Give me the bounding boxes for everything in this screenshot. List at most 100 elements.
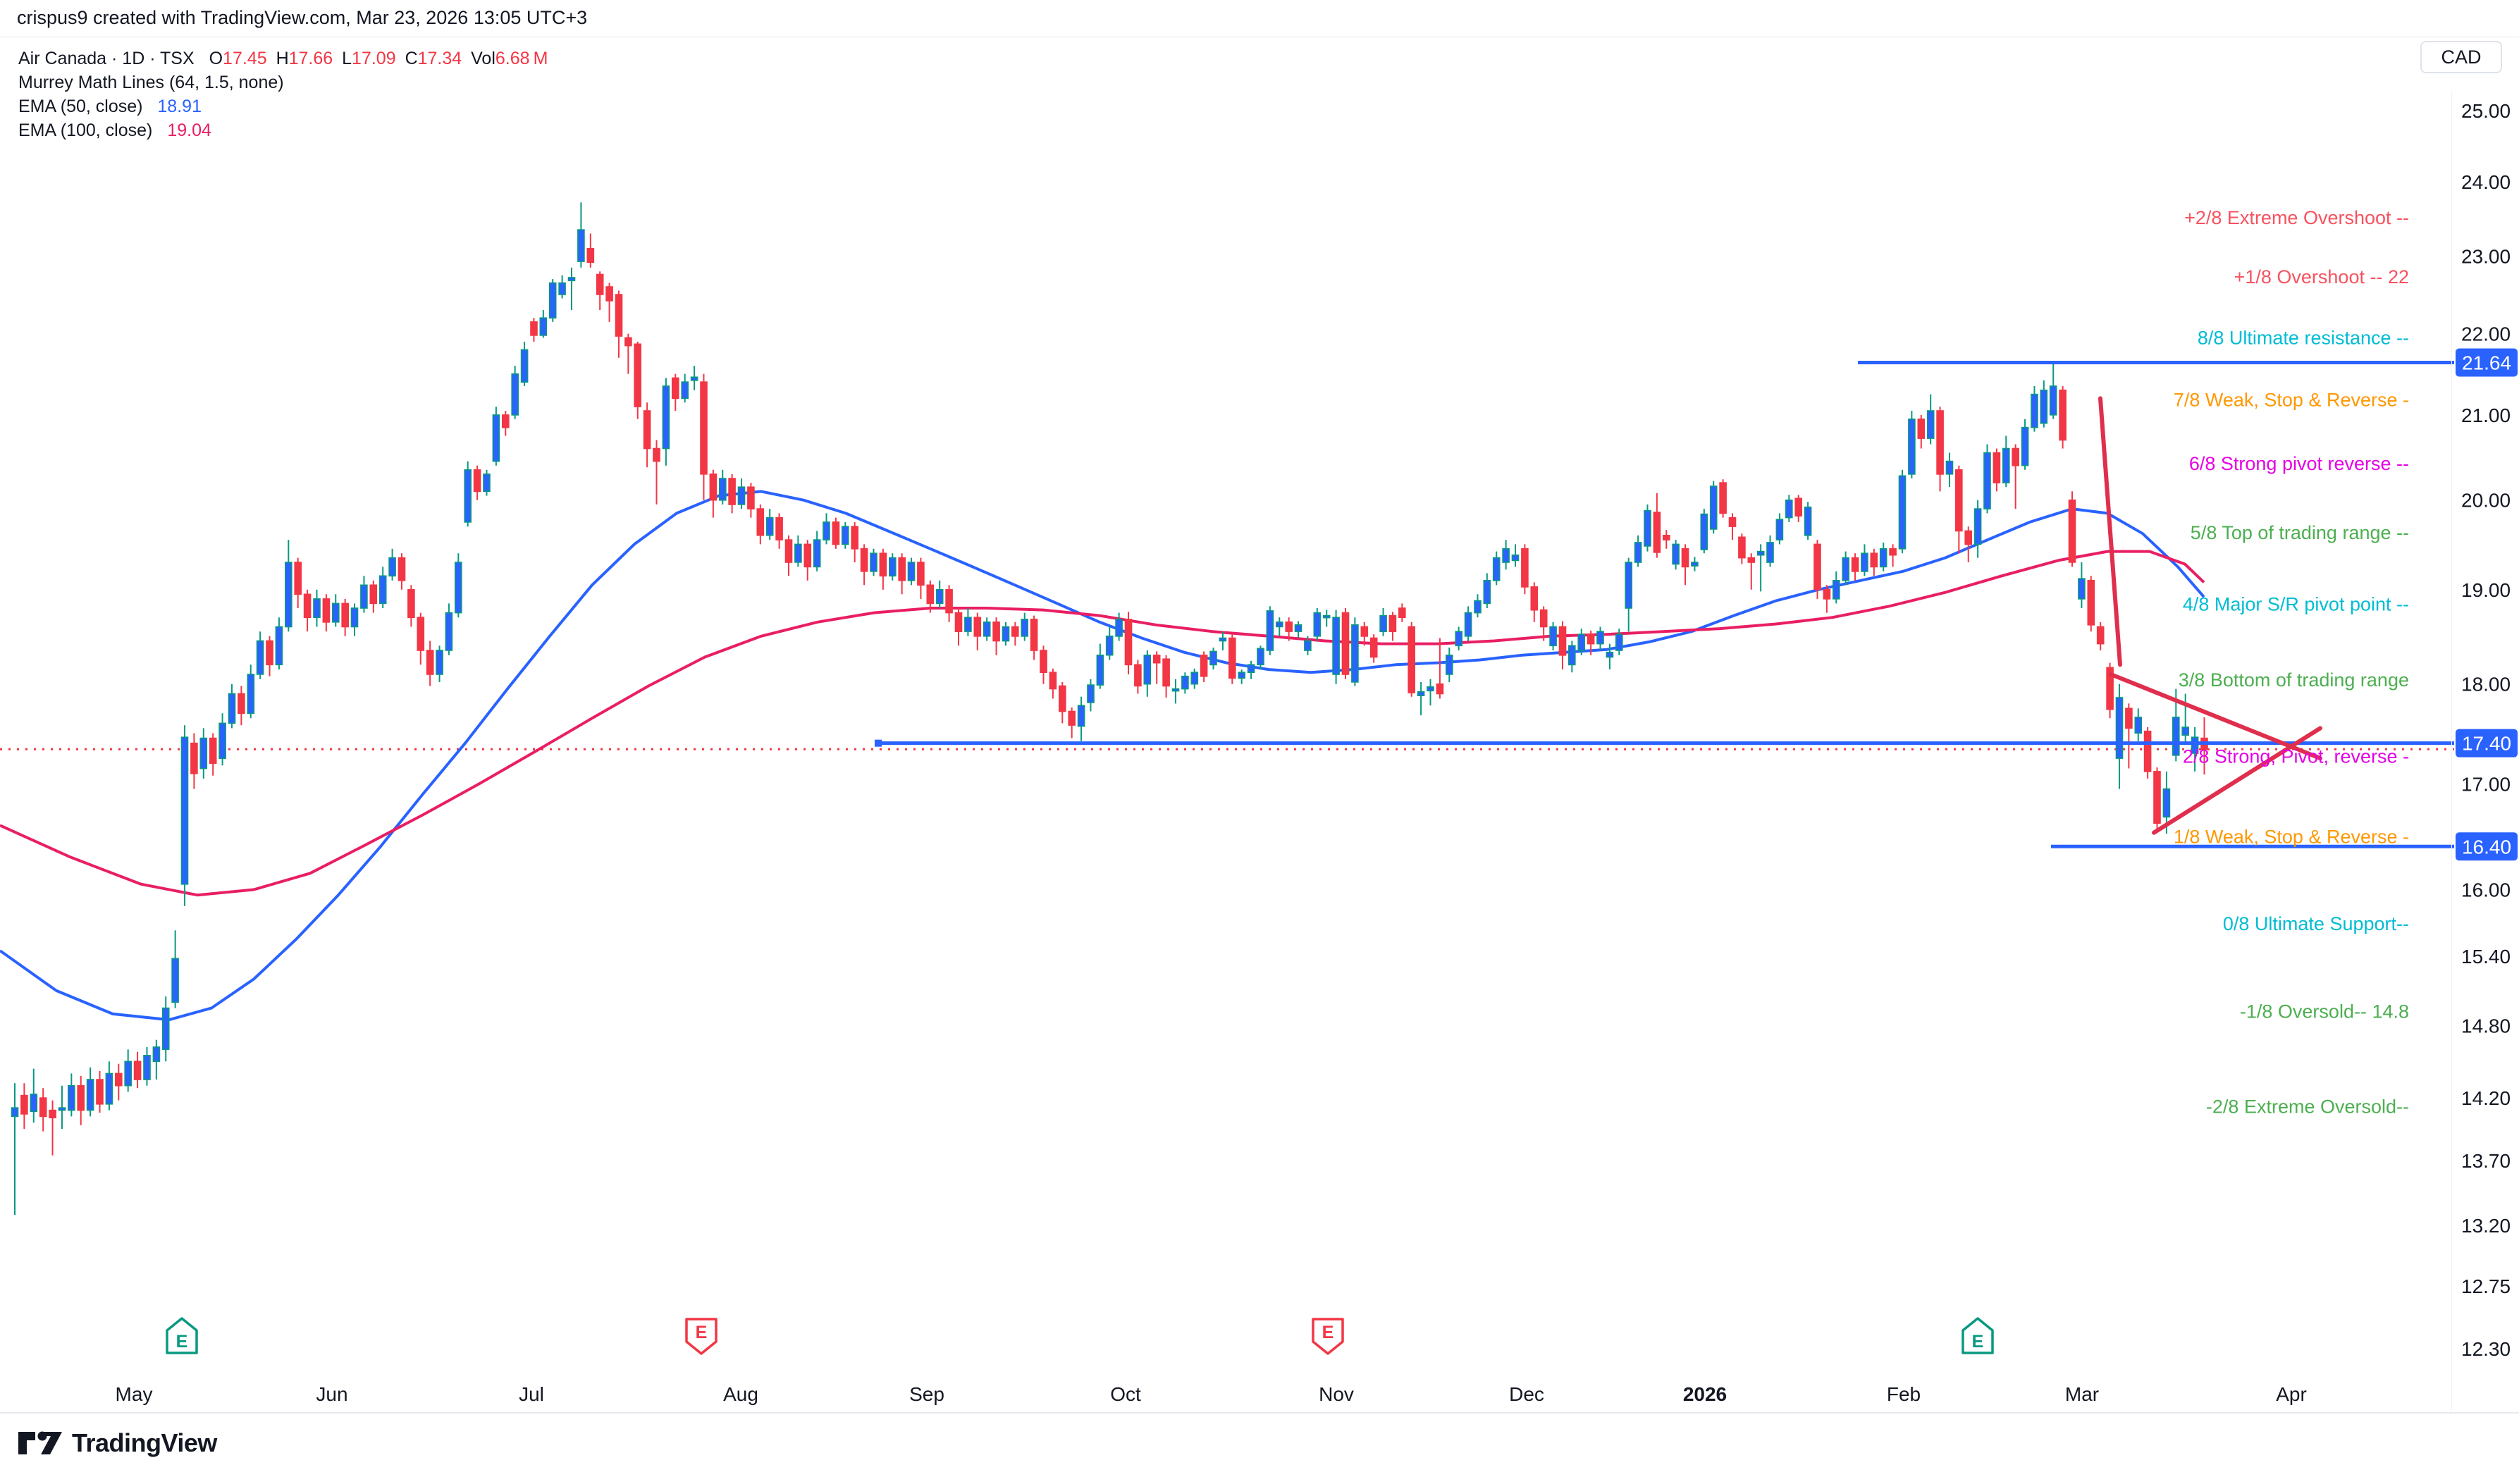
candle-up [58, 1107, 66, 1111]
candle-up [520, 349, 529, 383]
murrey-label: -2/8 Extreme Oversold-- [2206, 1096, 2409, 1117]
candle-up [662, 385, 670, 450]
candle-up [558, 282, 566, 295]
candle-down [1162, 658, 1170, 687]
candle-down [973, 617, 982, 637]
candle-down [426, 650, 434, 675]
candle-up [1879, 548, 1887, 568]
volume-label: Vol [471, 49, 495, 68]
candle-up [313, 598, 321, 619]
horizontal-rays[interactable] [875, 361, 2454, 848]
candle-up [1634, 542, 1642, 563]
candle-down [238, 693, 245, 715]
candle-up [1238, 672, 1245, 679]
currency-button[interactable]: CAD [2420, 41, 2502, 73]
price-tick-label: 16.00 [2461, 879, 2511, 901]
candle-down [1530, 586, 1539, 611]
candle-up [1483, 579, 1491, 605]
murrey-label: +1/8 Overshoot -- 22 [2234, 266, 2409, 287]
legend-indicator-ema50[interactable]: EMA (50, close) 18.91 [18, 97, 202, 116]
candle-down [851, 526, 858, 550]
price-axis[interactable]: 25.00 24.00 23.00 22.00 21.00 20.00 19.00 18.00… [2461, 100, 2511, 1360]
candle-up [1304, 640, 1312, 651]
ray-anchor [875, 739, 882, 747]
price-tick-label: 14.80 [2461, 1015, 2511, 1037]
candle-down [2153, 771, 2161, 824]
candle-up [1077, 705, 1085, 727]
candle-up [567, 277, 576, 282]
candle-down [2059, 389, 2067, 441]
candle-down [1068, 710, 1076, 726]
murrey-label: -1/8 Oversold-- 14.8 [2240, 1001, 2409, 1022]
candle-up [360, 584, 368, 609]
candle-down [133, 1061, 142, 1080]
legend-symbol-row[interactable]: Air Canada · 1D · TSX O17.45 H17.66 L17.… [18, 47, 548, 70]
candle-up [964, 617, 972, 632]
time-tick-label: Oct [1110, 1383, 1141, 1405]
candle-up [1644, 509, 1651, 547]
candle-down [898, 557, 906, 581]
candle-down [1728, 517, 1737, 527]
candle-up [2031, 393, 2038, 428]
pennant-line [2152, 726, 2322, 835]
candle-up [2191, 736, 2199, 754]
candle-up [1502, 548, 1510, 563]
candle-up [124, 1061, 132, 1087]
candle-up [1427, 686, 1434, 692]
candle-down [1134, 664, 1142, 687]
candle-up [2181, 726, 2189, 736]
candle-down [586, 247, 595, 263]
candle-down [2087, 579, 2095, 626]
earnings-badge-down [685, 1318, 717, 1355]
price-tick-label: 22.00 [2461, 323, 2511, 345]
candle-up [218, 722, 226, 760]
low-value: 17.09 [352, 49, 396, 68]
candle-down [634, 343, 642, 407]
time-tick-label: Nov [1319, 1383, 1354, 1405]
candle-up [275, 626, 283, 666]
time-tick-label: May [116, 1383, 153, 1405]
close-label: C [405, 49, 418, 68]
candle-up [1700, 513, 1708, 550]
candle-down [756, 508, 765, 536]
candle-up [105, 1072, 113, 1105]
ema-lines [0, 490, 2205, 1022]
candle-down [1813, 543, 1821, 590]
tradingview-logo[interactable]: TradingView [17, 1428, 217, 1459]
candle-up [539, 317, 548, 336]
candle-up [161, 1007, 170, 1051]
candle-up [199, 737, 208, 769]
price-badge-label: 16.40 [2462, 836, 2511, 858]
candle-up [1766, 542, 1774, 563]
candle-down [1408, 626, 1415, 693]
trendline-drawing-pennant[interactable] [2098, 396, 2322, 835]
candle-up [1756, 550, 1765, 556]
candle-up [2021, 426, 2029, 466]
candle-up [1775, 519, 1784, 540]
candle-up [1002, 626, 1010, 642]
candle-down [653, 447, 660, 462]
symbol-title: Air Canada · 1D · TSX [18, 49, 195, 68]
candle-up [86, 1079, 94, 1111]
candle-down [917, 562, 925, 586]
legend-indicator-ema100[interactable]: EMA (100, close) 19.04 [18, 120, 211, 140]
murrey-label: 1/8 Weak, Stop & Reverse - [2174, 827, 2409, 848]
candle-down [1521, 548, 1529, 588]
candle-down [49, 1109, 56, 1118]
time-tick-label: Jul [519, 1383, 544, 1405]
candle-up [2162, 788, 2171, 818]
legend-indicator-murrey[interactable]: Murrey Math Lines (64, 1.5, none) [18, 73, 284, 92]
time-axis[interactable]: May Jun Jul Aug Sep Oct Nov Dec 2026 Feb Mar Apr [116, 1383, 2307, 1405]
time-tick-label: Jun [316, 1383, 347, 1405]
candle-up [1898, 475, 1907, 550]
candle-down [1285, 621, 1293, 632]
candle-up [492, 414, 500, 462]
candle-down [1653, 512, 1661, 553]
candle-up [256, 640, 264, 675]
candle-down [369, 584, 378, 605]
chart-legend: Air Canada · 1D · TSX O17.45 H17.66 L17.… [18, 47, 548, 142]
candle-up [143, 1055, 151, 1080]
candle-up [681, 381, 689, 400]
